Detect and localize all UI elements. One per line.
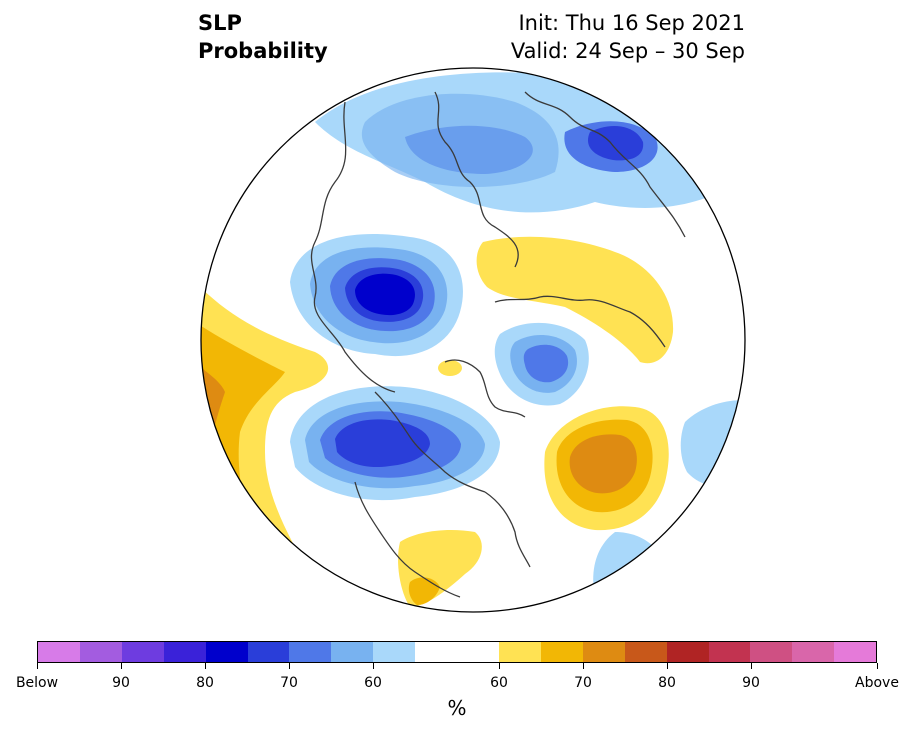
colorbar-tick-label: Below bbox=[15, 675, 59, 691]
colorbar-swatch bbox=[834, 642, 877, 662]
colorbar-swatch bbox=[792, 642, 835, 662]
colorbar-tick bbox=[36, 663, 38, 669]
colorbar-unit: % bbox=[447, 696, 467, 720]
colorbar-tick bbox=[120, 663, 122, 669]
colorbar-tick bbox=[498, 663, 500, 669]
colorbar-swatch bbox=[79, 642, 122, 662]
colorbar-swatch bbox=[708, 642, 751, 662]
colorbar-swatch bbox=[750, 642, 793, 662]
colorbar-swatch bbox=[331, 642, 374, 662]
colorbar-tick-label: 80 bbox=[196, 675, 214, 691]
colorbar-swatch bbox=[457, 642, 499, 662]
colorbar-tick bbox=[876, 663, 878, 669]
probability-field bbox=[201, 68, 745, 612]
colorbar-swatch bbox=[498, 642, 541, 662]
colorbar-swatch bbox=[121, 642, 164, 662]
title-left: SLP Probability bbox=[198, 9, 328, 65]
colorbar-swatch bbox=[38, 642, 80, 662]
colorbar-tick-label: 90 bbox=[112, 675, 130, 691]
anomaly-below-north-siberia-60 bbox=[361, 93, 559, 187]
anomaly-below-east-siberia-80 bbox=[587, 126, 644, 161]
colorbar-tick bbox=[750, 663, 752, 669]
colorbar-tick-label: 80 bbox=[658, 675, 676, 691]
colorbar-tick bbox=[666, 663, 668, 669]
anomaly-above-south-us-60 bbox=[408, 577, 440, 605]
colorbar-swatch bbox=[247, 642, 290, 662]
colorbar-swatch bbox=[415, 642, 458, 662]
map-boundary bbox=[200, 67, 746, 613]
coastlines bbox=[310, 91, 686, 598]
anomaly-above-pole bbox=[438, 360, 462, 376]
colorbar-swatch bbox=[582, 642, 625, 662]
colorbar-tick bbox=[372, 663, 374, 669]
colorbar-swatch bbox=[624, 642, 667, 662]
polar-map bbox=[200, 67, 746, 613]
anomaly-below-central-siberia-80 bbox=[355, 273, 415, 316]
anomaly-below-iceland-70 bbox=[523, 344, 569, 383]
colorbar-swatch bbox=[289, 642, 332, 662]
colorbar bbox=[37, 641, 877, 663]
colorbar-tick-label: 60 bbox=[364, 675, 382, 691]
colorbar-swatch bbox=[373, 642, 416, 662]
colorbar-swatch bbox=[666, 642, 709, 662]
colorbar-tick-label: Above bbox=[855, 675, 899, 691]
colorbar-tick bbox=[582, 663, 584, 669]
anomaly-above-atlantic-70 bbox=[569, 434, 637, 494]
colorbar-tick-label: 90 bbox=[742, 675, 760, 691]
colorbar-tick bbox=[288, 663, 290, 669]
colorbar-tick bbox=[204, 663, 206, 669]
colorbar-swatch bbox=[540, 642, 583, 662]
valid-period: Valid: 24 Sep – 30 Sep bbox=[510, 39, 745, 63]
title-right: Init: Thu 16 Sep 2021 Valid: 24 Sep – 30… bbox=[511, 9, 745, 65]
colorbar-tick-label: 60 bbox=[490, 675, 508, 691]
colorbar-swatch bbox=[163, 642, 206, 662]
colorbar-tick-label: 70 bbox=[280, 675, 298, 691]
init-date: Init: Thu 16 Sep 2021 bbox=[518, 11, 745, 35]
colorbar-tick-label: 70 bbox=[574, 675, 592, 691]
colorbar-swatch bbox=[205, 642, 248, 662]
variable-title: SLP bbox=[198, 11, 242, 35]
product-title: Probability bbox=[198, 39, 328, 63]
